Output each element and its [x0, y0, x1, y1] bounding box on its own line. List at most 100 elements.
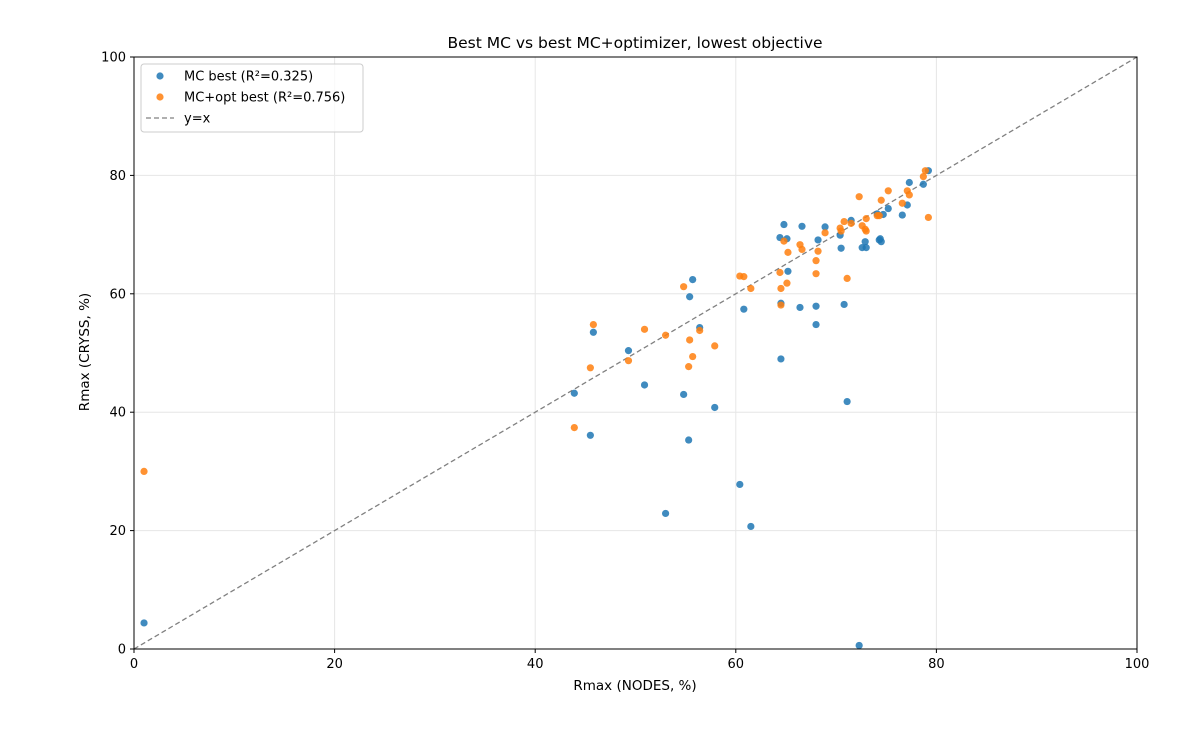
data-point — [783, 279, 791, 287]
x-axis-label: Rmax (NODES, %) — [573, 678, 696, 694]
data-point — [862, 215, 870, 223]
data-point — [777, 284, 785, 293]
data-point — [685, 436, 693, 444]
data-point — [905, 178, 913, 187]
x-axis-ticks: 0 20 40 60 80 100 — [130, 649, 1150, 672]
legend-marker-mc-best — [156, 72, 164, 80]
data-point — [586, 364, 594, 372]
data-point — [840, 300, 848, 309]
data-point — [711, 403, 719, 412]
data-point — [780, 237, 788, 245]
x-tick-label: 80 — [928, 657, 945, 672]
data-point — [624, 347, 633, 355]
data-point — [814, 247, 822, 255]
legend-box — [140, 63, 364, 133]
reference-line-y-equals-x — [133, 56, 1138, 650]
series-mc-best — [140, 167, 932, 650]
x-tick-label: 100 — [1125, 657, 1150, 672]
data-point — [689, 275, 697, 284]
data-point — [898, 199, 906, 207]
data-point — [570, 423, 578, 432]
data-point — [776, 268, 784, 277]
data-point — [640, 325, 649, 333]
data-point — [840, 217, 848, 226]
data-point — [747, 284, 755, 293]
data-point — [814, 236, 822, 244]
data-point — [861, 238, 869, 246]
data-point — [812, 257, 820, 265]
y-tick-label: 80 — [109, 169, 126, 184]
data-point — [905, 191, 913, 199]
data-point — [624, 357, 633, 365]
data-point — [777, 301, 785, 309]
legend-label-mc-best: MC best (R²=0.325) — [184, 70, 313, 85]
data-point — [740, 273, 748, 281]
data-point — [862, 227, 870, 235]
y-tick-label: 20 — [109, 524, 126, 539]
data-points — [140, 167, 932, 650]
data-point — [877, 196, 885, 204]
series-mc-opt-best — [140, 167, 932, 475]
data-point — [812, 270, 820, 278]
data-point — [661, 331, 670, 339]
data-point — [919, 180, 927, 188]
data-point — [686, 336, 694, 344]
x-tick-label: 0 — [130, 657, 138, 672]
data-point — [696, 326, 704, 335]
data-point — [589, 320, 597, 329]
data-point — [589, 328, 597, 336]
data-point — [898, 211, 906, 219]
data-point — [140, 467, 148, 475]
data-point — [924, 213, 932, 222]
data-point — [586, 431, 594, 439]
chart-title: Best MC vs best MC+optimizer, lowest obj… — [447, 34, 822, 52]
data-point — [876, 235, 884, 243]
data-point — [680, 283, 688, 291]
data-point — [821, 229, 829, 237]
data-point — [689, 352, 697, 361]
data-point — [855, 641, 863, 650]
data-point — [843, 397, 851, 406]
data-point — [784, 267, 792, 275]
data-point — [661, 509, 670, 518]
data-point — [680, 390, 688, 399]
data-point — [855, 193, 863, 201]
data-point — [843, 274, 851, 283]
data-point — [812, 320, 820, 329]
data-point — [837, 244, 845, 252]
data-point — [821, 223, 829, 231]
data-point — [884, 187, 892, 195]
y-tick-label: 0 — [118, 643, 126, 658]
x-tick-label: 20 — [326, 657, 343, 672]
data-point — [784, 248, 792, 256]
data-point — [862, 244, 870, 252]
data-point — [875, 212, 883, 220]
data-point — [570, 389, 578, 397]
data-point — [740, 305, 748, 313]
y-tick-label: 100 — [101, 51, 126, 66]
data-point — [736, 480, 744, 489]
y-axis-label: Rmax (CRYSS, %) — [77, 293, 93, 411]
data-point — [780, 220, 788, 229]
data-point — [798, 245, 806, 253]
data-point — [747, 522, 755, 531]
data-point — [847, 219, 855, 227]
data-point — [796, 303, 804, 312]
data-point — [711, 342, 719, 350]
data-point — [640, 381, 649, 389]
data-point — [798, 222, 806, 230]
data-point — [140, 619, 148, 627]
y-tick-label: 40 — [109, 406, 126, 421]
legend-label-mc-opt-best: MC+opt best (R²=0.756) — [184, 91, 345, 106]
x-tick-label: 40 — [527, 657, 544, 672]
legend-label-reference-line: y=x — [184, 112, 211, 127]
data-point — [686, 293, 694, 301]
plot-frame — [133, 56, 1138, 650]
data-point — [921, 167, 929, 175]
y-tick-label: 60 — [109, 287, 126, 302]
data-point — [919, 172, 927, 181]
legend-marker-mc-opt-best — [156, 93, 164, 101]
data-point — [884, 204, 892, 213]
data-point — [777, 355, 785, 363]
